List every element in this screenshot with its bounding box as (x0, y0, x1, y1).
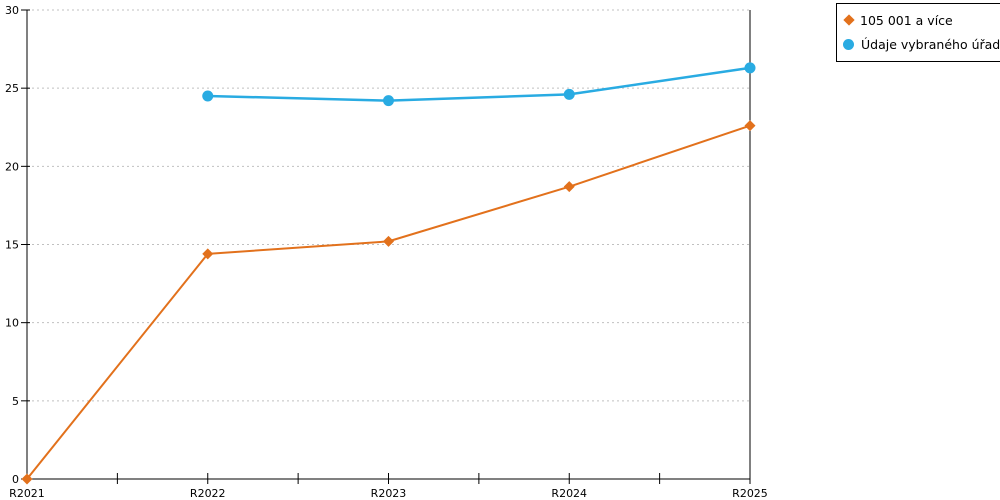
x-tick-label: R2023 (371, 487, 407, 500)
y-tick-label: 0 (12, 473, 19, 486)
x-tick-label: R2022 (190, 487, 226, 500)
legend-item-series-0: 105 001 a více (843, 13, 1000, 28)
series-line-0 (26, 124, 751, 480)
y-tick-label: 20 (5, 160, 19, 173)
legend-item-series-1: Údaje vybraného úřadu (843, 37, 1000, 52)
data-point-circle (563, 88, 575, 100)
data-point-diamond (744, 120, 756, 132)
x-tick-label: R2025 (732, 487, 768, 500)
y-tick-label: 30 (5, 4, 19, 17)
y-tick-label: 10 (5, 317, 19, 330)
legend-label-series-1: Údaje vybraného úřadu (861, 37, 1000, 53)
data-point-diamond (202, 248, 214, 260)
circle-marker-icon (843, 39, 854, 51)
y-tick-label: 5 (12, 395, 19, 408)
y-tick-label: 25 (5, 82, 19, 95)
data-point-diamond (563, 181, 575, 193)
series-line-1 (206, 66, 752, 102)
x-tick-label: R2024 (551, 487, 587, 500)
data-point-circle (744, 62, 756, 74)
x-tick-label: R2021 (9, 487, 45, 500)
legend-label-series-0: 105 001 a více (860, 12, 953, 28)
data-point-circle (383, 95, 394, 107)
data-point-diamond (383, 235, 394, 247)
legend: 105 001 a více Údaje vybraného úřadu (836, 3, 1000, 62)
data-point-circle (202, 90, 214, 102)
diamond-marker-icon (843, 14, 855, 26)
y-tick-label: 15 (5, 239, 19, 252)
data-point-diamond (21, 473, 33, 485)
